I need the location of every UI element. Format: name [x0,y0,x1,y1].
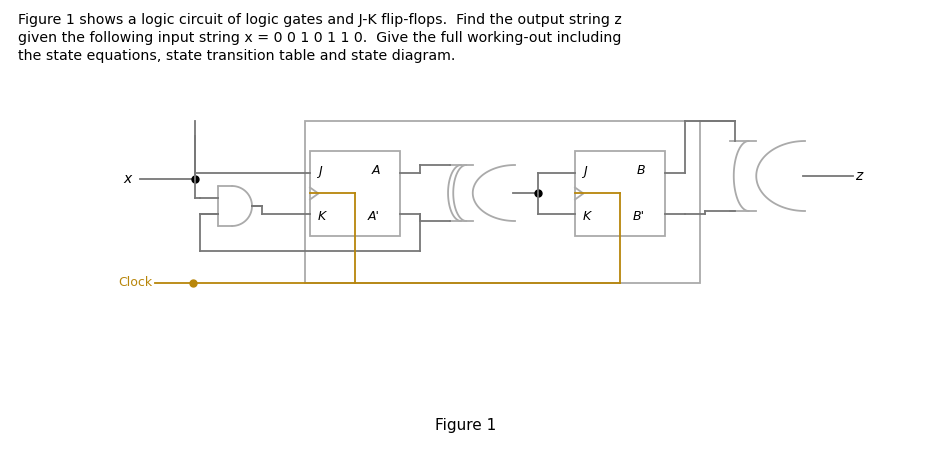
Text: J: J [583,165,587,177]
Text: K: K [583,209,592,223]
Bar [305,121,700,283]
Text: Figure 1 shows a logic circuit of logic gates and J-K flip-flops.  Find the outp: Figure 1 shows a logic circuit of logic … [18,13,621,27]
Text: Clock: Clock [118,277,152,290]
Text: K: K [318,209,327,223]
Text: A: A [372,165,381,177]
Text: Figure 1: Figure 1 [436,418,496,433]
Text: given the following input string x = 0 0 1 0 1 1 0.  Give the full working-out i: given the following input string x = 0 0… [18,31,621,45]
Text: the state equations, state transition table and state diagram.: the state equations, state transition ta… [18,49,455,63]
Text: J: J [318,165,322,177]
Text: z: z [855,169,862,183]
Text: B': B' [633,209,645,223]
Text: A': A' [368,209,380,223]
Bar [310,151,400,236]
Text: x: x [124,172,132,186]
Bar [575,151,665,236]
Text: B: B [637,165,646,177]
